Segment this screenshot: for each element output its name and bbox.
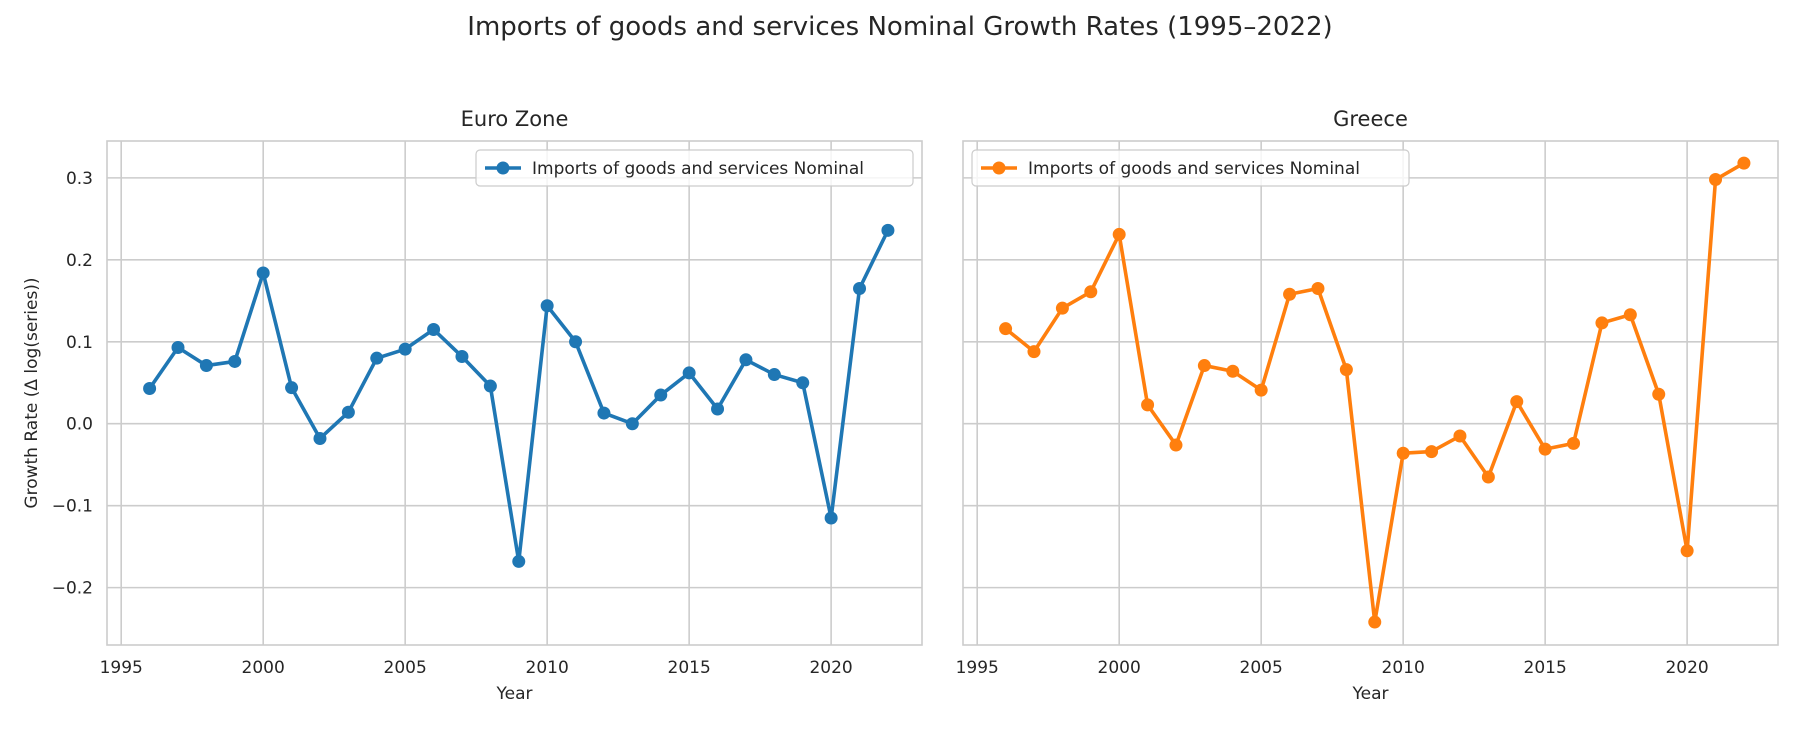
data-point — [597, 406, 611, 420]
data-point — [853, 282, 867, 296]
y-tick-label: 0.0 — [66, 415, 93, 435]
data-point — [625, 417, 639, 431]
data-point — [313, 431, 327, 445]
data-point — [1425, 445, 1439, 459]
x-tick-label: 2000 — [1098, 658, 1141, 678]
data-point — [370, 351, 384, 365]
data-point — [483, 379, 497, 393]
data-point — [1481, 470, 1495, 484]
data-point — [143, 381, 157, 395]
data-point — [1112, 227, 1126, 241]
panel-title: Greece — [1333, 107, 1408, 131]
chart-panel-1: 1995 2000 2005 2010 2015 2020 Greece Year Import… — [956, 107, 1779, 704]
data-point — [711, 402, 725, 416]
data-point — [1623, 308, 1637, 322]
x-tick-label: 2000 — [242, 658, 285, 678]
axes-frame — [962, 140, 1779, 646]
data-point — [1368, 615, 1382, 629]
legend-label: Imports of goods and services Nominal — [532, 159, 864, 179]
data-point — [1680, 544, 1694, 558]
data-point — [1226, 364, 1240, 378]
data-point — [1595, 316, 1609, 330]
data-point — [1453, 429, 1467, 443]
legend-label: Imports of goods and services Nominal — [1028, 159, 1360, 179]
y-tick-label: 0.3 — [66, 169, 93, 189]
data-point — [1084, 285, 1098, 299]
data-point — [228, 354, 242, 368]
data-point — [796, 376, 810, 390]
data-point — [512, 554, 526, 568]
data-point — [1311, 282, 1325, 296]
data-point — [654, 388, 668, 402]
data-point — [171, 341, 185, 355]
legend-box — [971, 149, 1410, 187]
y-axis-label: Growth Rate (Δ log(series)) — [22, 277, 42, 508]
data-point — [199, 359, 213, 373]
data-point — [1027, 345, 1041, 359]
data-point — [1141, 398, 1155, 412]
legend-marker-swatch — [992, 161, 1006, 175]
chart-title: Imports of goods and services Nominal Gr… — [467, 12, 1332, 42]
data-point — [767, 368, 781, 382]
data-point — [1538, 442, 1552, 456]
legend: Imports of goods and services Nominal — [971, 149, 1410, 187]
data-point — [256, 266, 270, 280]
legend-marker-swatch — [496, 161, 510, 175]
y-tick-label: −0.2 — [52, 579, 93, 599]
data-point — [1197, 359, 1211, 373]
x-tick-label: 2020 — [809, 658, 852, 678]
data-point — [285, 381, 299, 395]
x-tick-label: 2005 — [1240, 658, 1283, 678]
data-point — [540, 299, 554, 313]
data-point — [341, 405, 355, 419]
axes-frame — [106, 140, 923, 646]
data-point — [1254, 383, 1268, 397]
y-tick-label: −0.1 — [52, 497, 93, 517]
legend: Imports of goods and services Nominal — [475, 149, 914, 187]
data-point — [1339, 363, 1353, 377]
data-point — [398, 342, 412, 356]
x-tick-label: 2015 — [1524, 658, 1567, 678]
panel-title: Euro Zone — [461, 107, 569, 131]
x-axis-label: Year — [496, 684, 533, 704]
data-point — [1737, 156, 1751, 170]
x-tick-label: 2010 — [526, 658, 569, 678]
data-point — [999, 322, 1013, 336]
legend-box — [475, 149, 914, 187]
data-point — [1169, 438, 1183, 452]
x-tick-label: 2015 — [668, 658, 711, 678]
data-point — [682, 366, 696, 380]
data-point — [569, 335, 583, 349]
x-tick-label: 1995 — [100, 658, 143, 678]
data-point — [739, 353, 753, 367]
data-point — [1709, 173, 1723, 187]
data-point — [1396, 446, 1410, 460]
x-tick-label: 1995 — [956, 658, 999, 678]
data-point — [881, 223, 895, 237]
data-point — [1652, 387, 1666, 401]
data-point — [1283, 287, 1297, 301]
panels-layer: −0.2 −0.1 0.0 0.1 0.2 0.3 1995 2000 2005 2010 2015… — [52, 107, 1779, 704]
series-line — [147, 228, 890, 564]
data-point — [1055, 301, 1069, 315]
x-tick-label: 2020 — [1665, 658, 1708, 678]
data-point — [427, 322, 441, 336]
y-tick-label: 0.2 — [66, 251, 93, 271]
data-point — [455, 350, 469, 364]
x-tick-label: 2005 — [384, 658, 427, 678]
data-point — [1567, 436, 1581, 450]
x-tick-label: 2010 — [1382, 658, 1425, 678]
data-point — [1510, 395, 1524, 409]
y-tick-label: 0.1 — [66, 333, 93, 353]
chart-panel-0: −0.2 −0.1 0.0 0.1 0.2 0.3 1995 2000 2005 2010 2015… — [52, 107, 923, 704]
x-axis-label: Year — [1352, 684, 1389, 704]
data-point — [824, 511, 838, 525]
